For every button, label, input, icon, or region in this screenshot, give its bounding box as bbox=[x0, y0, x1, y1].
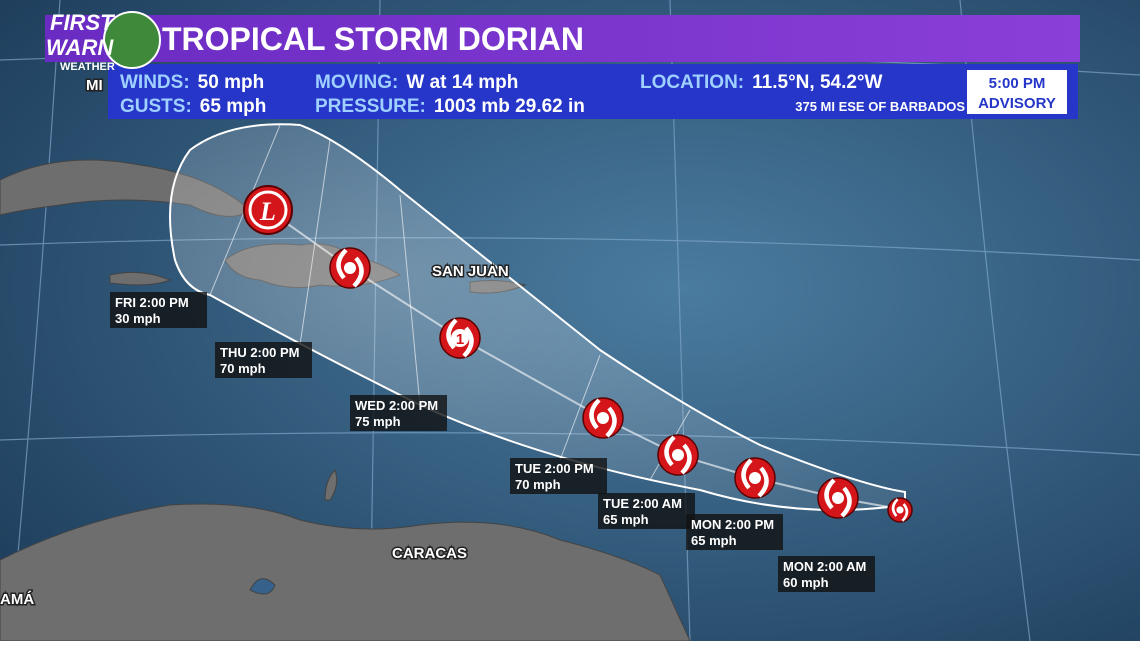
label-box bbox=[350, 395, 447, 431]
storm-arms bbox=[664, 435, 692, 475]
storm-eye bbox=[896, 506, 904, 514]
storm-eye bbox=[672, 449, 684, 461]
place-label: SAN JUAN bbox=[432, 263, 509, 280]
forecast-time: TUE 2:00 PM bbox=[515, 461, 594, 476]
forecast-time: MON 2:00 PM bbox=[691, 517, 774, 532]
distance: 375 MI ESE OF BARBADOS bbox=[795, 99, 965, 114]
storm-arms bbox=[891, 498, 909, 522]
storm-category: 1 bbox=[456, 331, 464, 348]
logo-text: WARN bbox=[46, 35, 114, 60]
forecast-wind: 75 mph bbox=[355, 414, 401, 429]
info-label: LOCATION: bbox=[640, 72, 744, 93]
low-icon: L bbox=[243, 185, 293, 235]
info-label: PRESSURE: bbox=[315, 96, 426, 117]
storm-icon bbox=[817, 477, 859, 519]
label-box bbox=[686, 514, 783, 550]
forecast-wind: 65 mph bbox=[603, 512, 649, 527]
low-ring bbox=[248, 190, 288, 230]
storm-arms bbox=[741, 458, 769, 498]
storm-arms bbox=[824, 478, 852, 518]
storm-arms bbox=[589, 398, 617, 438]
logo-text: FIRST bbox=[50, 10, 115, 35]
title-bar bbox=[45, 15, 1080, 62]
advisory-label: ADVISORY bbox=[978, 95, 1056, 112]
storm-eye bbox=[749, 472, 761, 484]
label-box bbox=[598, 493, 695, 529]
forecast-time: MON 2:00 AM bbox=[783, 559, 866, 574]
forecast-wind: 70 mph bbox=[220, 361, 266, 376]
label-box bbox=[510, 458, 607, 494]
forecast-wind: 65 mph bbox=[691, 533, 737, 548]
info-value: 1003 mb 29.62 in bbox=[434, 96, 585, 117]
title: TROPICAL STORM DORIAN bbox=[162, 21, 584, 57]
storm-icon bbox=[887, 497, 913, 523]
place-label: CARACAS bbox=[392, 545, 467, 562]
storm-eye bbox=[451, 329, 469, 347]
advisory-time: 5:00 PM bbox=[989, 75, 1046, 92]
label-box bbox=[215, 342, 312, 378]
place-label: AMÁ bbox=[0, 591, 34, 608]
forecast-time: WED 2:00 PM bbox=[355, 398, 438, 413]
storm-eye bbox=[832, 492, 844, 504]
info-label: GUSTS: bbox=[120, 96, 192, 117]
low-letter: L bbox=[259, 197, 276, 226]
storm-arms bbox=[336, 248, 364, 288]
info-bar bbox=[108, 64, 1078, 119]
advisory-box bbox=[967, 70, 1067, 114]
storm-icon bbox=[657, 434, 699, 476]
logo-radar bbox=[103, 11, 161, 69]
forecast-time: TUE 2:00 AM bbox=[603, 496, 682, 511]
storm-icon bbox=[329, 247, 371, 289]
storm-arms bbox=[446, 318, 474, 358]
logo-sub: WEATHER bbox=[60, 61, 115, 73]
storm-icon bbox=[582, 397, 624, 439]
info-label: WINDS: bbox=[120, 72, 190, 93]
place-label: MI bbox=[86, 77, 103, 94]
info-value: W at 14 mph bbox=[406, 72, 518, 93]
info-value: 65 mph bbox=[200, 96, 267, 117]
storm-icon bbox=[734, 457, 776, 499]
label-box bbox=[110, 292, 207, 328]
label-box bbox=[778, 556, 875, 592]
info-value: 11.5°N, 54.2°W bbox=[752, 72, 882, 93]
info-label: MOVING: bbox=[315, 72, 398, 93]
storm-icon: 1 bbox=[439, 317, 481, 359]
forecast-wind: 70 mph bbox=[515, 477, 561, 492]
forecast-wind: 30 mph bbox=[115, 311, 161, 326]
forecast-time: THU 2:00 PM bbox=[220, 345, 299, 360]
forecast-time: FRI 2:00 PM bbox=[115, 295, 189, 310]
storm-eye bbox=[597, 412, 609, 424]
storm-eye bbox=[344, 262, 356, 274]
forecast-wind: 60 mph bbox=[783, 575, 829, 590]
info-value: 50 mph bbox=[198, 72, 265, 93]
logo: FIRST WARN WEATHER bbox=[46, 10, 161, 73]
